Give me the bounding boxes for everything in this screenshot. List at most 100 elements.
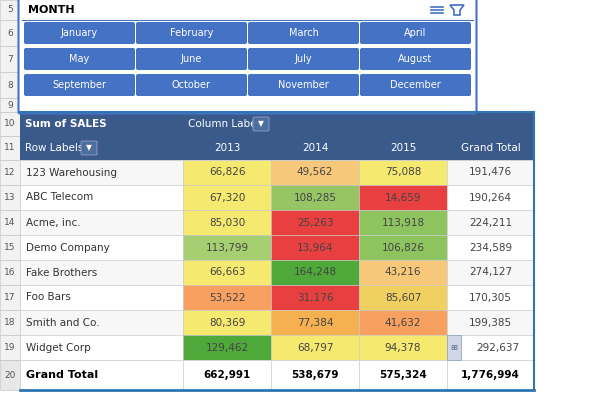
Bar [0,210,20,235]
Text: 5: 5 [7,5,13,14]
Bar [183,185,271,210]
FancyBboxPatch shape [136,22,247,44]
Text: 14,659: 14,659 [385,192,421,203]
Text: 164,248: 164,248 [294,268,336,277]
Text: 190,264: 190,264 [469,192,512,203]
Text: Smith and Co.: Smith and Co. [26,318,100,328]
Text: April: April [404,28,427,38]
Bar [20,260,183,285]
Bar [20,285,183,310]
Bar [0,160,20,185]
Bar [359,185,447,210]
Text: 9: 9 [7,101,13,109]
Text: 85,030: 85,030 [209,217,245,228]
Bar [271,310,359,335]
Text: Row Labels: Row Labels [25,143,83,153]
Text: January: January [61,28,98,38]
Bar [271,360,359,390]
Bar [359,210,447,235]
Text: November: November [278,80,329,90]
Bar [447,235,534,260]
Text: 15: 15 [4,243,16,252]
Bar [447,260,534,285]
Bar [271,160,359,185]
Bar [359,360,447,390]
Text: 199,385: 199,385 [469,318,512,328]
FancyBboxPatch shape [136,48,247,70]
Bar [0,136,20,160]
FancyBboxPatch shape [248,74,359,96]
FancyBboxPatch shape [360,48,471,70]
Bar [183,235,271,260]
Text: 108,285: 108,285 [294,192,336,203]
Text: October: October [172,80,211,90]
Bar [359,160,447,185]
Text: June: June [181,54,202,64]
Text: Acme, inc.: Acme, inc. [26,217,80,228]
Text: ⊞: ⊞ [450,343,457,352]
Text: Sum of SALES: Sum of SALES [25,119,106,129]
Bar [183,160,271,185]
Text: 19: 19 [4,343,16,352]
Text: July: July [295,54,312,64]
Text: Grand Total: Grand Total [460,143,520,153]
Bar [20,160,183,185]
Text: 575,324: 575,324 [379,370,427,380]
Text: 85,607: 85,607 [385,293,421,302]
FancyBboxPatch shape [248,22,359,44]
Text: ▼: ▼ [258,120,264,129]
Text: 16: 16 [4,268,16,277]
Text: 129,462: 129,462 [206,342,249,353]
FancyBboxPatch shape [360,74,471,96]
Bar [20,235,183,260]
Text: Demo Company: Demo Company [26,242,110,252]
Bar [447,285,534,310]
Text: September: September [53,80,106,90]
Bar [271,335,359,360]
Bar [447,335,534,360]
Text: 66,663: 66,663 [209,268,245,277]
Text: 113,918: 113,918 [381,217,424,228]
FancyBboxPatch shape [81,141,97,155]
Bar [20,185,183,210]
Text: 18: 18 [4,318,16,327]
Bar [447,335,461,360]
Text: Grand Total: Grand Total [26,370,98,380]
Bar [183,260,271,285]
Text: 8: 8 [7,81,13,90]
Text: 31,176: 31,176 [297,293,333,302]
Bar [20,335,183,360]
Bar [183,285,271,310]
Bar [271,285,359,310]
Text: 12: 12 [4,168,16,177]
Text: Foo Bars: Foo Bars [26,293,71,302]
Text: March: March [288,28,319,38]
Bar [0,310,20,335]
Text: 1,776,994: 1,776,994 [461,370,520,380]
Text: MONTH: MONTH [28,5,74,15]
Text: 53,522: 53,522 [209,293,245,302]
Bar [0,0,20,20]
Bar [0,112,20,136]
Text: 6: 6 [7,28,13,37]
Text: 113,799: 113,799 [206,242,249,252]
Text: 17: 17 [4,293,16,302]
Text: 67,320: 67,320 [209,192,245,203]
Text: 68,797: 68,797 [297,342,333,353]
Bar [20,210,183,235]
Text: 75,088: 75,088 [385,168,421,178]
FancyBboxPatch shape [253,117,269,131]
Bar [0,260,20,285]
Text: 14: 14 [4,218,16,227]
Bar [0,185,20,210]
Bar [359,335,447,360]
Bar [0,72,20,98]
Bar [20,310,183,335]
Text: 66,826: 66,826 [209,168,245,178]
Text: 7: 7 [7,55,13,64]
Bar [271,235,359,260]
Text: 123 Warehousing: 123 Warehousing [26,168,117,178]
Bar [271,260,359,285]
Text: Column Labels: Column Labels [188,119,265,129]
Bar [0,46,20,72]
